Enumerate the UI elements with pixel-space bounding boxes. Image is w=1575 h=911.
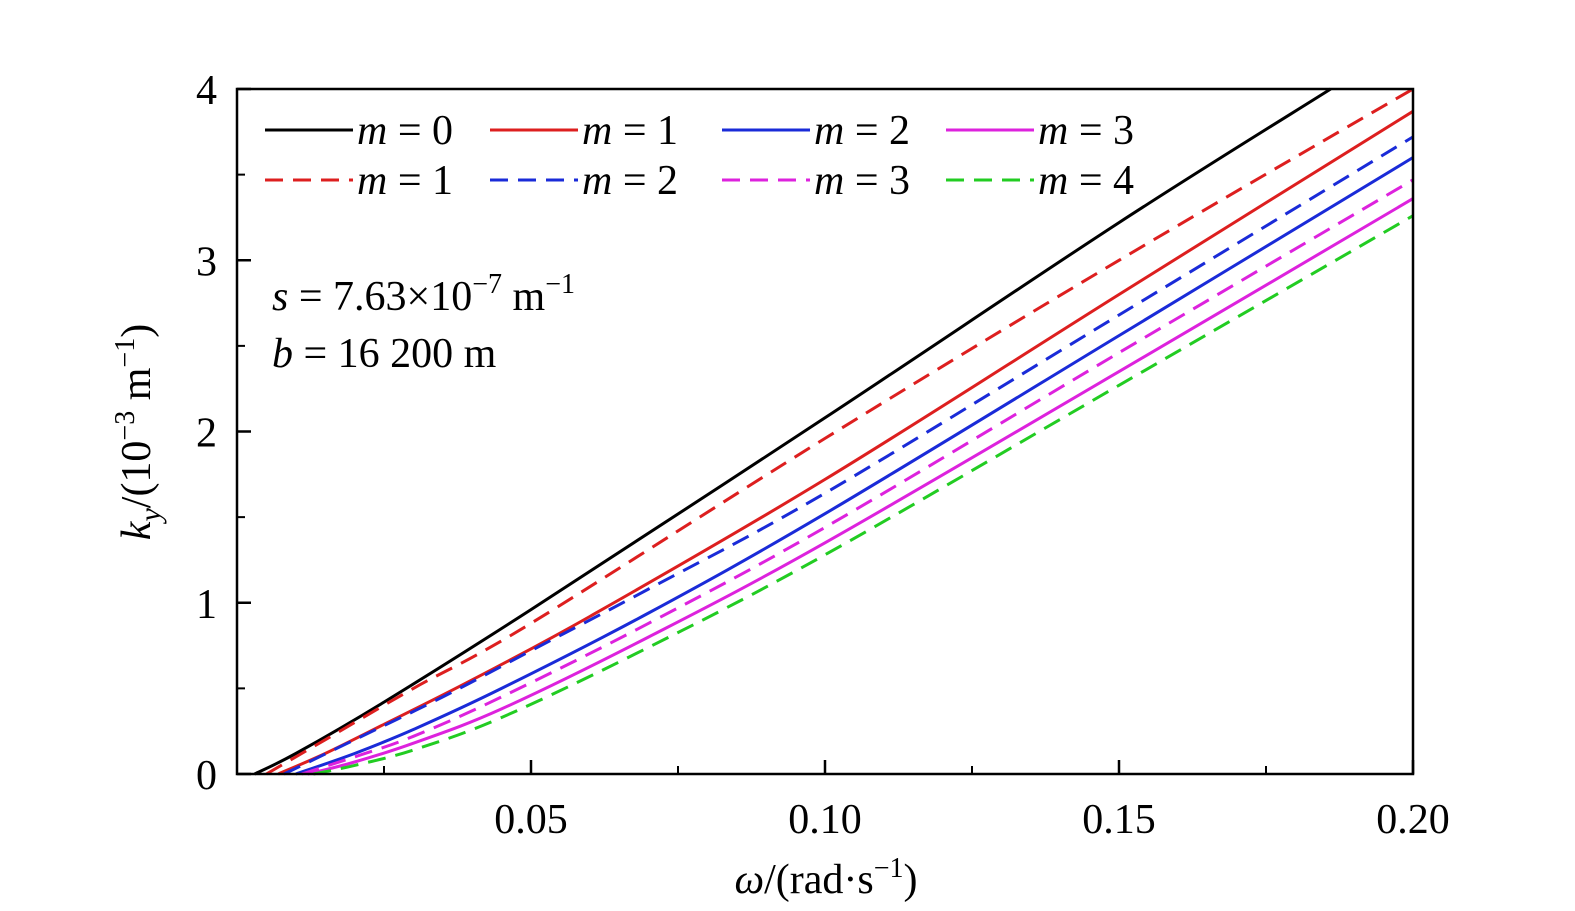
series-line-2 <box>295 156 1414 776</box>
x-tick-label-3: 0.20 <box>1376 797 1450 843</box>
y-tick-label-1: 1 <box>196 582 217 628</box>
series-line-6 <box>301 178 1414 776</box>
x-tick-label-2: 0.15 <box>1082 797 1156 843</box>
legend-label-1: m = 1 <box>582 108 678 154</box>
legend-label-5: m = 2 <box>582 158 678 204</box>
axis-ticks <box>237 87 1415 776</box>
y-tick-label-2: 2 <box>196 411 217 457</box>
legend-label-2: m = 2 <box>814 108 910 154</box>
legend-label-0: m = 0 <box>357 108 453 154</box>
series-line-0 <box>253 87 1332 776</box>
x-tick-label-1: 0.10 <box>788 797 862 843</box>
tick-labels: 0.05 0.10 0.15 0.20 0 1 2 3 4 <box>196 68 1450 843</box>
annotation-b: b = 16 200 m <box>272 331 497 377</box>
annotation-s: s = 7.63×10−7 m−1 <box>272 269 575 320</box>
series-line-3 <box>307 197 1414 776</box>
y-tick-label-0: 0 <box>196 753 217 799</box>
x-axis-label: ω/(rad·s−1) <box>734 853 917 903</box>
y-tick-label-3: 3 <box>196 239 217 285</box>
y-tick-label-4: 4 <box>196 68 217 114</box>
series-line-4 <box>265 87 1414 776</box>
plot-lines <box>253 87 1414 776</box>
series-line-1 <box>277 110 1414 776</box>
y-axis-label: ky/(10−3 m−1) <box>110 324 167 540</box>
legend-label-7: m = 4 <box>1038 158 1134 204</box>
x-tick-label-0: 0.05 <box>494 797 568 843</box>
series-line-7 <box>313 214 1414 776</box>
legend-label-4: m = 1 <box>357 158 453 204</box>
legend-label-3: m = 3 <box>1038 108 1134 154</box>
series-line-5 <box>283 135 1414 776</box>
legend-label-6: m = 3 <box>814 158 910 204</box>
